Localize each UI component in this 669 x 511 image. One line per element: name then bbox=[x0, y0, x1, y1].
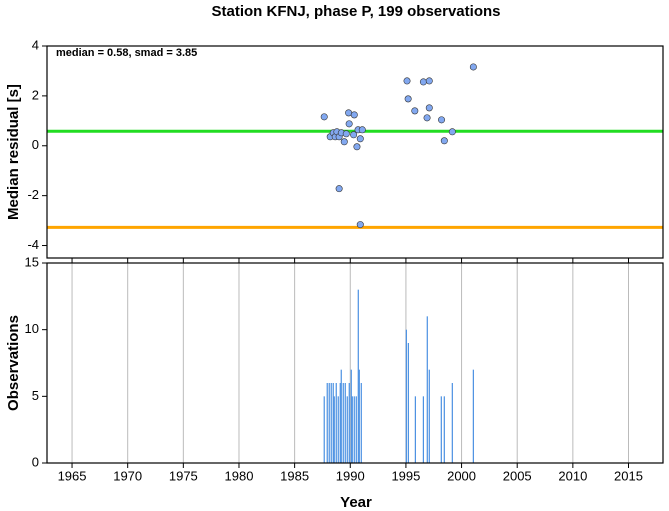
plot-frame bbox=[46, 45, 664, 259]
y-tick-label: 4 bbox=[32, 37, 39, 52]
y-tick-label: 2 bbox=[32, 87, 39, 102]
point bbox=[469, 63, 477, 71]
bar bbox=[428, 369, 430, 463]
point bbox=[350, 131, 358, 139]
bar bbox=[346, 396, 348, 463]
bar bbox=[414, 396, 416, 463]
point bbox=[411, 107, 419, 115]
bar bbox=[326, 383, 328, 463]
y-tick-label: 10 bbox=[25, 321, 39, 336]
y-tick-label: 15 bbox=[25, 254, 39, 269]
point bbox=[335, 185, 343, 193]
x-tick-label: 2015 bbox=[614, 468, 643, 483]
point bbox=[320, 113, 328, 121]
point bbox=[353, 143, 361, 151]
point bbox=[358, 126, 366, 134]
point bbox=[404, 95, 412, 103]
bar bbox=[443, 396, 445, 463]
bar bbox=[339, 383, 341, 463]
x-tick-label: 1990 bbox=[336, 468, 365, 483]
bar bbox=[348, 383, 350, 463]
bar bbox=[407, 343, 409, 463]
chart-title: Station KFNJ, phase P, 199 observations bbox=[212, 3, 501, 20]
bar bbox=[344, 383, 346, 463]
bar bbox=[337, 396, 339, 463]
bar bbox=[335, 383, 337, 463]
y-axis-label: Median residual [s] bbox=[5, 84, 22, 220]
point bbox=[419, 78, 427, 86]
y-tick-label: 5 bbox=[32, 388, 39, 403]
bar bbox=[355, 396, 357, 463]
x-axis-label: Year bbox=[340, 494, 372, 511]
bar bbox=[422, 396, 424, 463]
bar bbox=[472, 369, 474, 463]
bar bbox=[440, 396, 442, 463]
bar bbox=[333, 396, 335, 463]
x-tick-label: 1995 bbox=[391, 468, 420, 483]
x-tick-label: 2000 bbox=[447, 468, 476, 483]
annotation: median = 0.58, smad = 3.85 bbox=[56, 47, 197, 59]
bar bbox=[357, 289, 359, 463]
point bbox=[342, 130, 350, 138]
y-axis-label: Observations bbox=[5, 315, 22, 411]
point bbox=[423, 114, 431, 122]
point bbox=[340, 138, 348, 146]
point bbox=[440, 137, 448, 145]
bar bbox=[328, 383, 330, 463]
point bbox=[438, 116, 446, 124]
point bbox=[356, 221, 364, 229]
point bbox=[356, 135, 364, 143]
y-tick-label: -2 bbox=[27, 187, 39, 202]
point bbox=[403, 77, 411, 85]
bar bbox=[323, 396, 325, 463]
point bbox=[448, 128, 456, 136]
point bbox=[425, 104, 433, 112]
y-tick-label: 0 bbox=[32, 454, 39, 469]
bar bbox=[426, 316, 428, 463]
bar bbox=[332, 383, 334, 463]
x-tick-label: 1980 bbox=[225, 468, 254, 483]
y-tick-label: 0 bbox=[32, 137, 39, 152]
bar bbox=[353, 396, 355, 463]
bar bbox=[351, 396, 353, 463]
bar bbox=[330, 383, 332, 463]
point bbox=[345, 120, 353, 128]
x-tick-label: 1970 bbox=[113, 468, 142, 483]
bar bbox=[405, 329, 407, 463]
x-tick-label: 1985 bbox=[280, 468, 309, 483]
y-tick-label: -4 bbox=[27, 237, 39, 252]
point bbox=[350, 111, 358, 119]
plot-frame bbox=[46, 262, 664, 464]
point bbox=[425, 77, 433, 85]
bar bbox=[358, 369, 360, 463]
x-tick-label: 2005 bbox=[503, 468, 532, 483]
bar bbox=[360, 383, 362, 463]
bar bbox=[342, 383, 344, 463]
bar bbox=[350, 369, 352, 463]
bar bbox=[340, 369, 342, 463]
x-tick-label: 2010 bbox=[558, 468, 587, 483]
x-tick-label: 1965 bbox=[58, 468, 87, 483]
bar bbox=[451, 383, 453, 463]
x-tick-label: 1975 bbox=[169, 468, 198, 483]
